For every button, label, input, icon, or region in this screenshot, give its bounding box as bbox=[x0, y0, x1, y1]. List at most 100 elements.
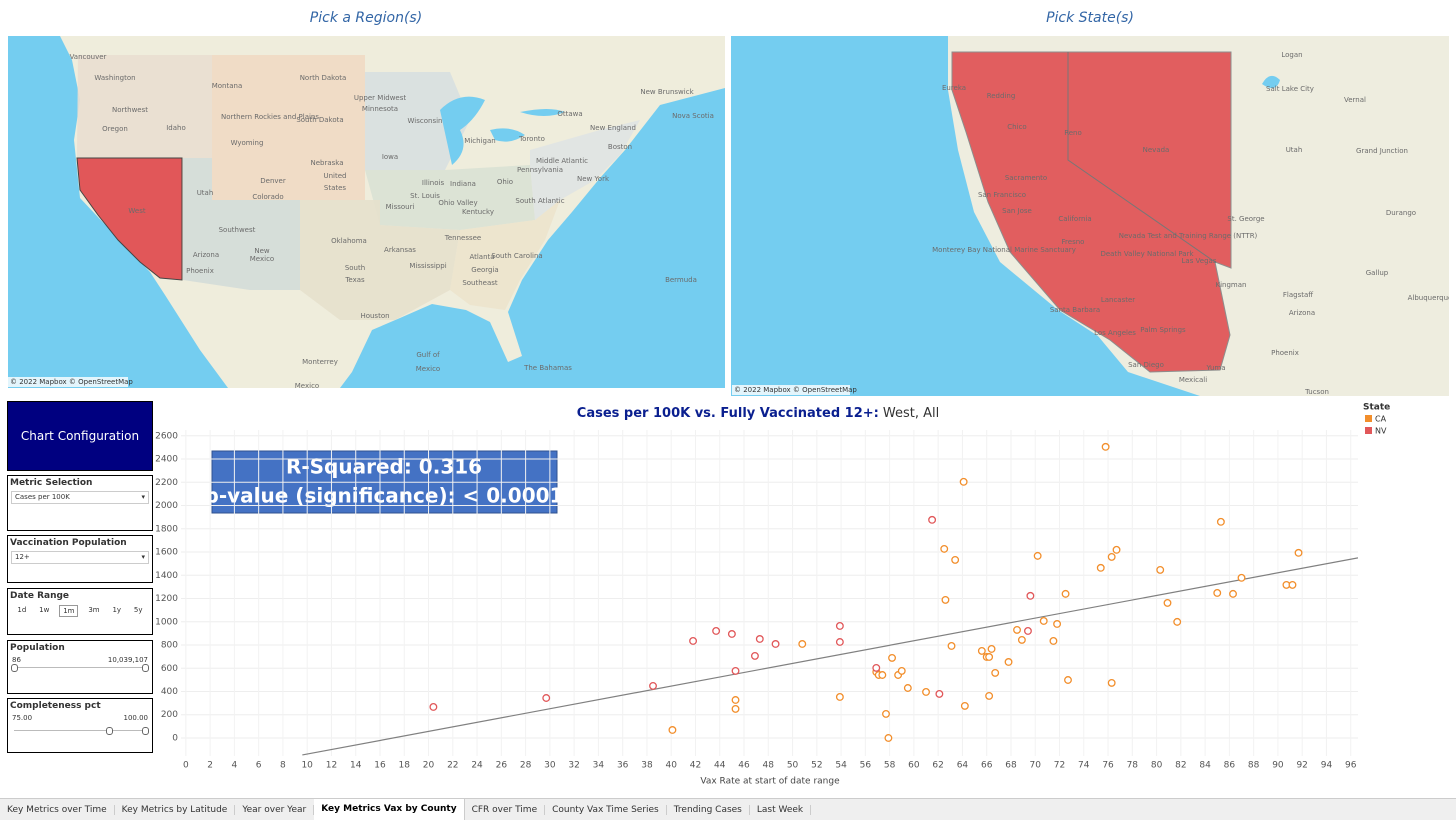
map-label: Eureka bbox=[942, 84, 966, 92]
region-southwest[interactable] bbox=[183, 158, 300, 290]
data-point bbox=[1061, 589, 1070, 598]
slider-knob[interactable] bbox=[106, 727, 113, 735]
data-point bbox=[888, 653, 897, 662]
date-options: 1d 1w 1m 3m 1y 5y bbox=[11, 605, 149, 617]
x-tick-label: 20 bbox=[423, 761, 435, 771]
date-option[interactable]: 3m bbox=[88, 606, 100, 614]
range-min: 75.00 bbox=[12, 714, 33, 722]
slider-track[interactable] bbox=[14, 727, 149, 735]
x-tick-label: 90 bbox=[1272, 761, 1284, 771]
data-point bbox=[750, 651, 759, 660]
data-point bbox=[429, 703, 438, 711]
region-south[interactable] bbox=[300, 200, 460, 320]
y-tick-label: 1600 bbox=[155, 548, 178, 558]
data-point bbox=[835, 621, 844, 630]
map-label: Nevada Test and Training Range (NTTR) bbox=[1119, 232, 1258, 240]
tab[interactable]: Key Metrics by Latitude bbox=[115, 804, 236, 815]
map-label: New England bbox=[590, 124, 636, 132]
y-tick-label: 200 bbox=[161, 710, 178, 720]
map-label: Atlanta bbox=[469, 253, 494, 261]
data-point bbox=[771, 640, 780, 648]
map-label: Mexico bbox=[416, 365, 440, 373]
data-point bbox=[1288, 580, 1297, 589]
slider-track[interactable] bbox=[11, 664, 149, 672]
map-label: Middle Atlantic bbox=[536, 157, 588, 165]
map-label: Nevada bbox=[1143, 146, 1170, 154]
range-max: 100.00 bbox=[123, 714, 149, 722]
map-label: Iowa bbox=[382, 153, 398, 161]
region-west[interactable] bbox=[76, 157, 183, 281]
map-label: San Francisco bbox=[978, 191, 1026, 199]
map-label: Houston bbox=[360, 312, 389, 320]
region-northwest[interactable] bbox=[77, 55, 212, 158]
map-label: Michigan bbox=[464, 137, 495, 145]
data-point bbox=[542, 694, 551, 702]
legend-label: CA bbox=[1375, 415, 1387, 424]
date-option[interactable]: 1m bbox=[59, 605, 79, 617]
map-label: Yuma bbox=[1205, 364, 1225, 372]
data-point bbox=[1053, 620, 1062, 628]
data-point bbox=[1096, 563, 1105, 572]
map-label: Boston bbox=[608, 143, 632, 151]
slider-knob[interactable] bbox=[142, 664, 149, 672]
data-point bbox=[960, 701, 969, 710]
data-point bbox=[985, 691, 994, 700]
tab[interactable]: Key Metrics over Time bbox=[0, 804, 115, 815]
map-label: Chico bbox=[1007, 123, 1026, 131]
map-label: Montana bbox=[212, 82, 243, 90]
date-option[interactable]: 1w bbox=[39, 606, 50, 614]
map-label: Georgia bbox=[471, 266, 498, 274]
slider-knob[interactable] bbox=[11, 664, 18, 672]
map-label: Kentucky bbox=[462, 208, 494, 216]
region-upper-midwest[interactable] bbox=[365, 72, 470, 170]
x-tick-label: 54 bbox=[835, 761, 847, 771]
tab[interactable]: Year over Year bbox=[235, 804, 315, 815]
region-ohio-valley[interactable] bbox=[365, 165, 535, 230]
legend-label: NV bbox=[1375, 427, 1387, 436]
date-option[interactable]: 5y bbox=[133, 606, 143, 614]
population-label: Population bbox=[10, 643, 65, 653]
map-label: Ohio bbox=[497, 178, 513, 186]
tab[interactable]: Last Week bbox=[750, 804, 812, 815]
region-northeast[interactable] bbox=[530, 120, 640, 220]
tab[interactable]: County Vax Time Series bbox=[545, 804, 667, 815]
metric-panel: Metric Selection Cases per 100K bbox=[7, 475, 153, 531]
tab[interactable]: Key Metrics Vax by County bbox=[314, 799, 465, 820]
tab[interactable]: CFR over Time bbox=[465, 804, 546, 815]
data-point bbox=[1017, 635, 1026, 644]
map-label: Oklahoma bbox=[331, 237, 367, 245]
data-point bbox=[731, 696, 740, 704]
tab[interactable]: Trending Cases bbox=[667, 804, 750, 815]
map-label: Monterey Bay National Marine Sanctuary bbox=[932, 246, 1076, 254]
completeness-panel: Completeness pct 75.00 100.00 bbox=[7, 698, 153, 753]
x-tick-label: 0 bbox=[183, 761, 189, 771]
x-tick-label: 86 bbox=[1224, 761, 1236, 771]
x-tick-label: 58 bbox=[884, 761, 896, 771]
region-southeast[interactable] bbox=[450, 200, 560, 310]
date-option[interactable]: 1d bbox=[17, 606, 27, 614]
data-point bbox=[1107, 552, 1116, 561]
map-label: States bbox=[324, 184, 347, 192]
map-label: Fresno bbox=[1062, 238, 1085, 246]
data-point bbox=[987, 645, 996, 653]
annotation-line: p-value (significance): < 0.0001 bbox=[205, 484, 564, 508]
region-northern-rockies[interactable] bbox=[212, 55, 365, 200]
data-point bbox=[882, 709, 890, 718]
tab-bar: Key Metrics over Time Key Metrics by Lati… bbox=[0, 798, 1456, 820]
y-tick-label: 600 bbox=[161, 664, 178, 674]
date-option[interactable]: 1y bbox=[112, 606, 122, 614]
state-map[interactable] bbox=[731, 36, 1449, 396]
region-map[interactable] bbox=[8, 36, 725, 388]
metric-dropdown[interactable]: Cases per 100K bbox=[11, 491, 149, 504]
data-point bbox=[940, 544, 949, 553]
data-point bbox=[947, 641, 956, 650]
states-ca-nv[interactable] bbox=[951, 51, 1232, 373]
map-label: Reno bbox=[1064, 129, 1082, 137]
data-point bbox=[884, 734, 893, 742]
vaccination-dropdown[interactable]: 12+ bbox=[11, 551, 149, 564]
map-label: Minnesota bbox=[362, 105, 398, 113]
data-point bbox=[727, 630, 736, 638]
x-tick-label: 24 bbox=[471, 761, 483, 771]
map-label: Vernal bbox=[1344, 96, 1366, 104]
slider-knob[interactable] bbox=[142, 727, 149, 735]
